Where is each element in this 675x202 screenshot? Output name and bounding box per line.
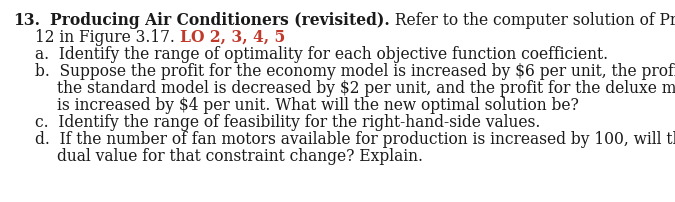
Text: Producing Air Conditioners (revisited).: Producing Air Conditioners (revisited). [50,12,389,29]
Text: d.  If the number of fan motors available for production is increased by 100, wi: d. If the number of fan motors available… [35,131,675,148]
Text: c.  Identify the range of feasibility for the right-hand-side values.: c. Identify the range of feasibility for… [35,114,541,131]
Text: b.  Suppose the profit for the economy model is increased by $6 per unit, the pr: b. Suppose the profit for the economy mo… [35,63,675,80]
Text: 13.: 13. [13,12,40,29]
Text: dual value for that constraint change? Explain.: dual value for that constraint change? E… [57,148,423,165]
Text: LO 2, 3, 4, 5: LO 2, 3, 4, 5 [180,29,285,46]
Text: a.  Identify the range of optimality for each objective function coefficient.: a. Identify the range of optimality for … [35,46,608,63]
Text: is increased by $4 per unit. What will the new optimal solution be?: is increased by $4 per unit. What will t… [57,97,579,114]
Text: Refer to the computer solution of Problem: Refer to the computer solution of Proble… [389,12,675,29]
Text: the standard model is decreased by $2 per unit, and the profit for the deluxe mo: the standard model is decreased by $2 pe… [57,80,675,97]
Text: 12 in Figure 3.17.: 12 in Figure 3.17. [35,29,180,46]
